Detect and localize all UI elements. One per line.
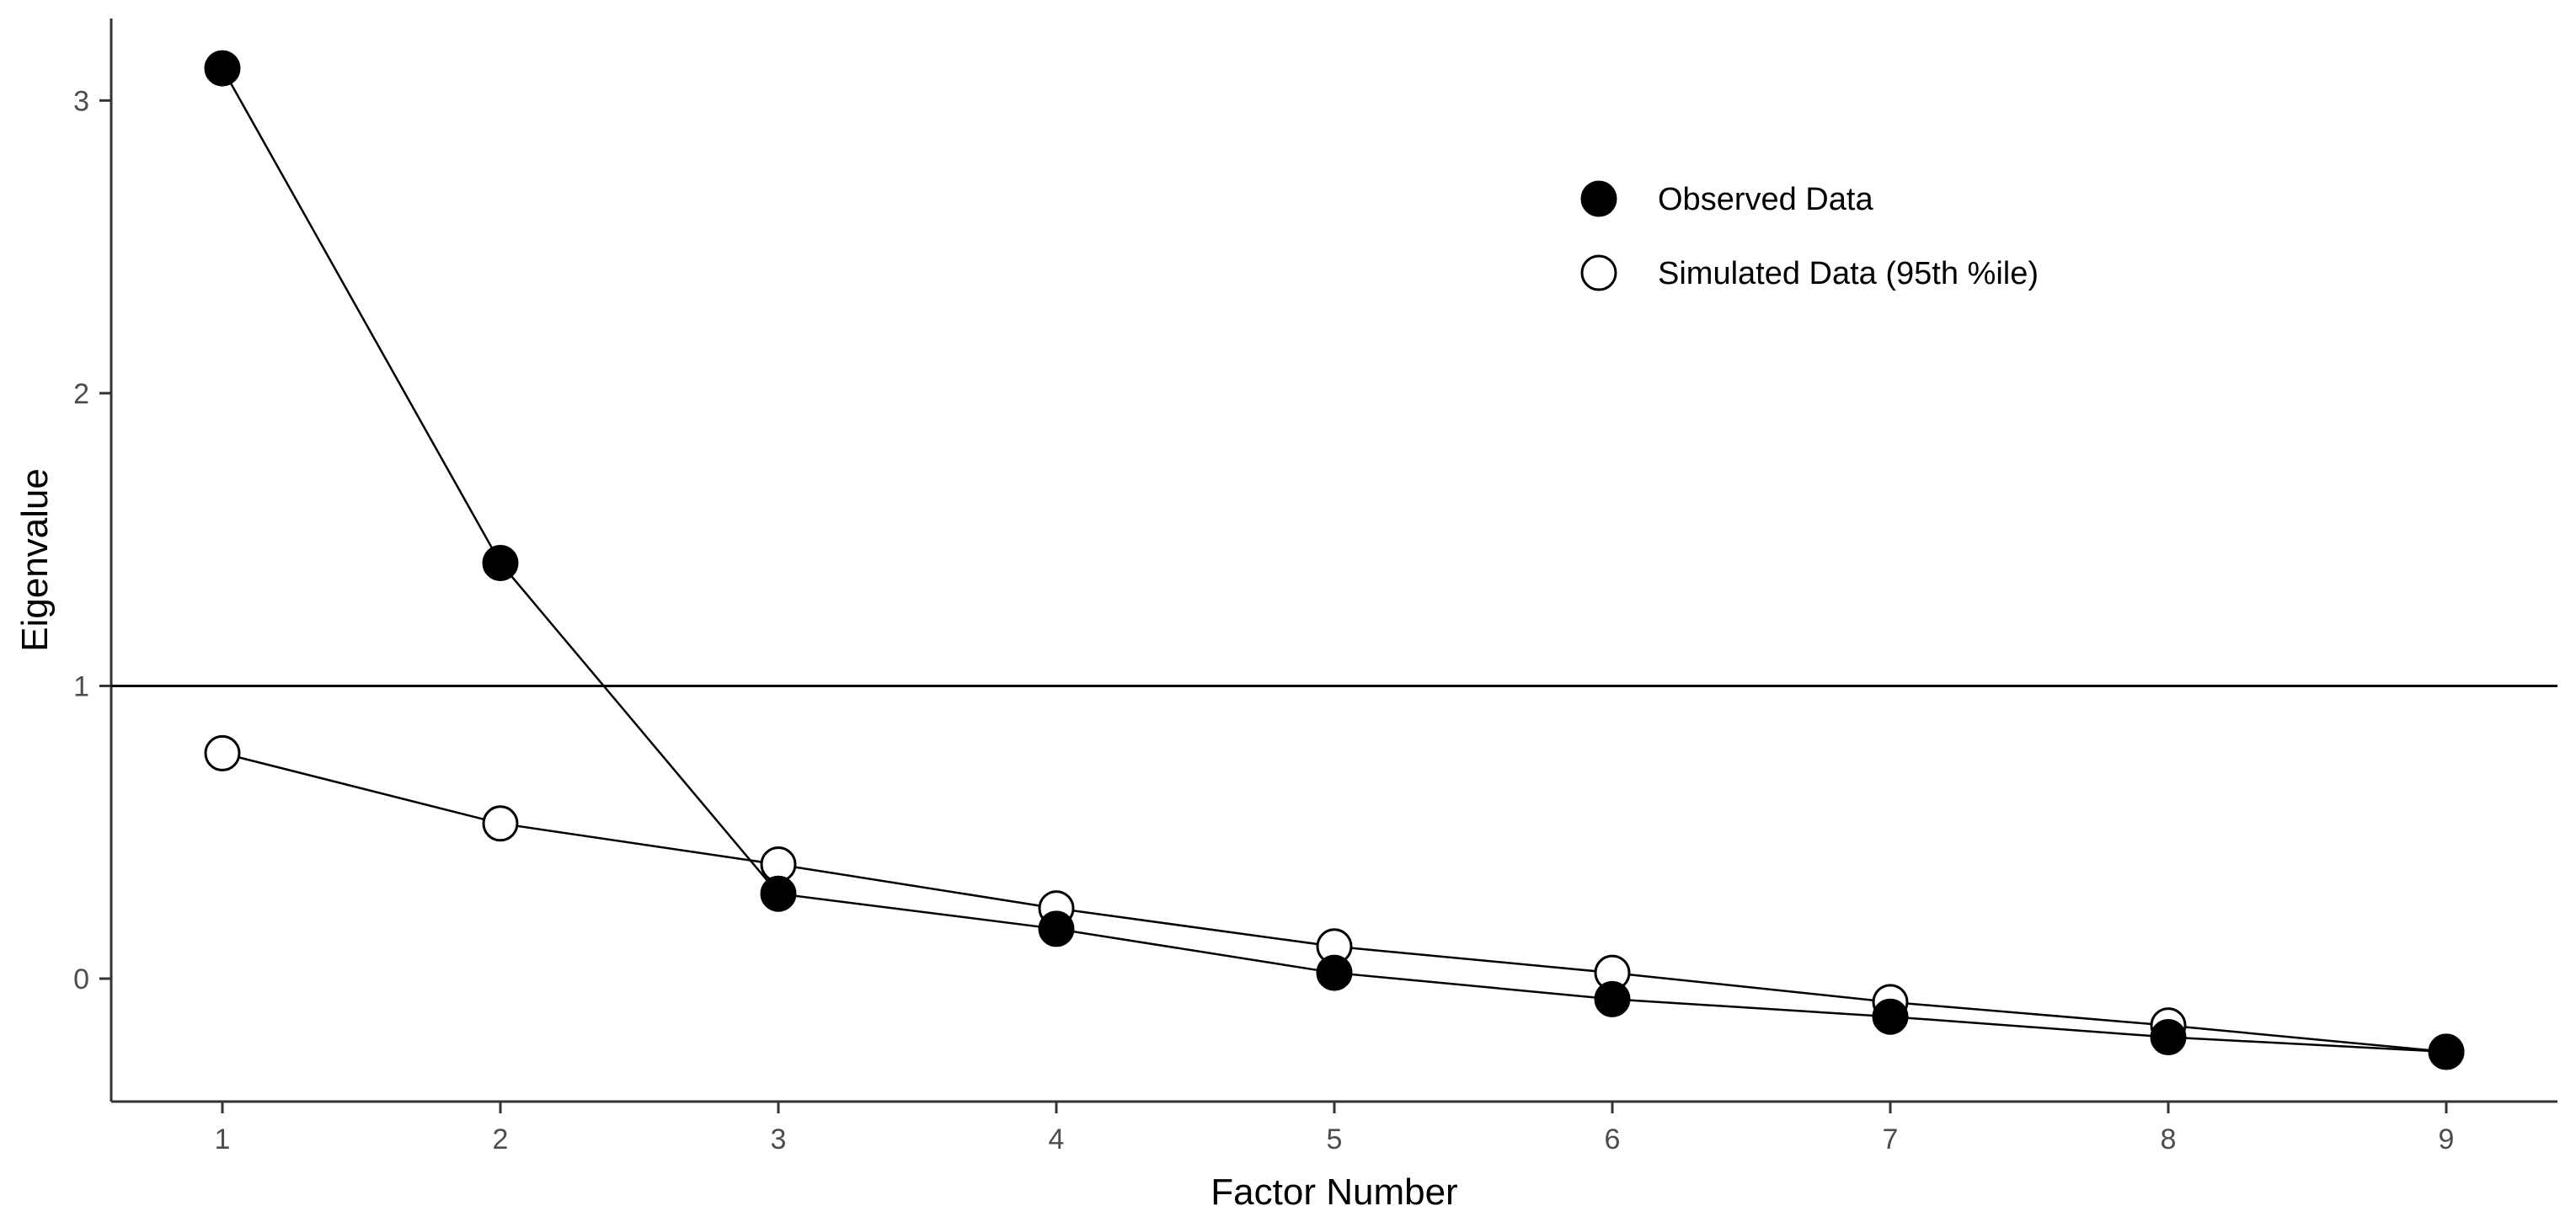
legend-label-simulated: Simulated Data (95th %ile) <box>1658 256 2039 291</box>
observed-series-line <box>221 67 2447 1054</box>
x-tick-label-6: 6 <box>1605 1123 1621 1155</box>
y-axis-title: Eigenvalue <box>14 468 56 652</box>
y-tick-label-0: 0 <box>73 963 89 995</box>
x-tick-label-4: 4 <box>1049 1123 1065 1155</box>
simulated-point-1 <box>204 734 241 771</box>
observed-point-2 <box>482 544 519 581</box>
observed-point-9 <box>2428 1033 2465 1070</box>
x-axis-title: Factor Number <box>1211 1171 1457 1213</box>
x-tick-label-2: 2 <box>493 1123 509 1155</box>
series-layer <box>204 50 2465 1070</box>
x-tick-label-1: 1 <box>215 1123 231 1155</box>
y-tick-label-2: 2 <box>73 378 89 410</box>
simulated-series-line <box>222 752 2447 1054</box>
x-tick-label-7: 7 <box>1883 1123 1899 1155</box>
observed-point-3 <box>760 875 797 912</box>
y-tick-label-3: 3 <box>73 85 89 117</box>
x-tick-label-5: 5 <box>1327 1123 1343 1155</box>
legend-key-observed <box>1580 180 1617 217</box>
observed-point-5 <box>1316 954 1353 991</box>
x-tick-label-9: 9 <box>2439 1123 2455 1155</box>
axes: 1 2 3 4 5 6 7 8 9 0 1 2 3 <box>73 19 2557 1155</box>
y-tick-label-1: 1 <box>73 670 89 702</box>
simulated-point-2 <box>482 805 519 842</box>
observed-point-6 <box>1594 980 1631 1017</box>
observed-point-1 <box>204 50 241 87</box>
legend: Observed Data Simulated Data (95th %ile) <box>1580 180 2039 291</box>
x-tick-label-3: 3 <box>771 1123 787 1155</box>
observed-point-7 <box>1872 998 1909 1035</box>
legend-label-observed: Observed Data <box>1658 182 1873 217</box>
legend-key-simulated <box>1580 254 1617 291</box>
observed-point-8 <box>2150 1019 2187 1056</box>
x-tick-label-8: 8 <box>2161 1123 2177 1155</box>
observed-point-4 <box>1038 910 1075 947</box>
